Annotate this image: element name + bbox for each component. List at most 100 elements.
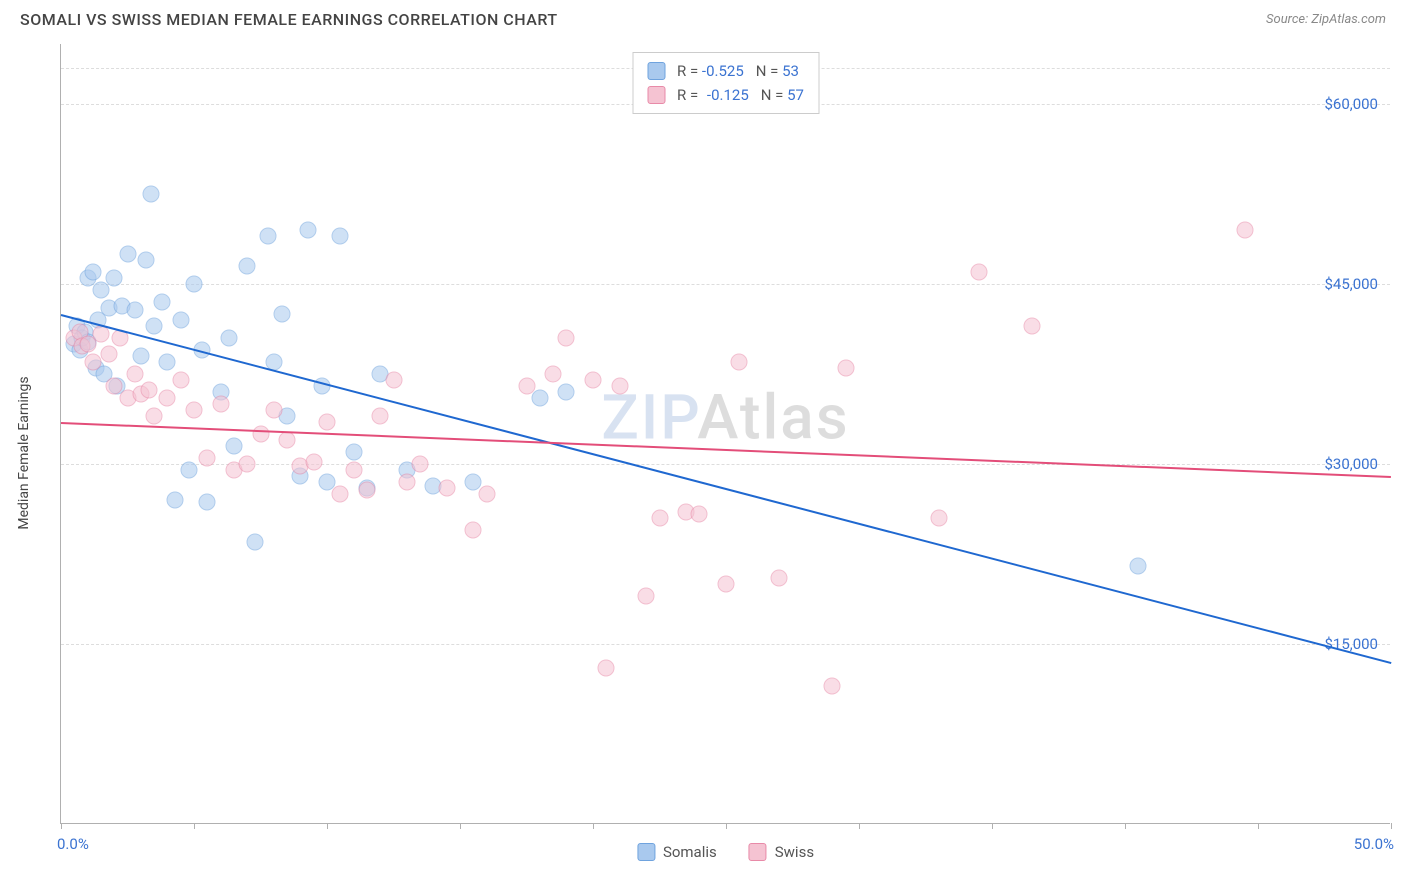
y-axis-label: Median Female Earnings [16, 376, 32, 529]
data-point [638, 588, 655, 605]
data-point [92, 282, 109, 299]
x-tick [859, 823, 860, 829]
legend-swatch-swiss [749, 843, 767, 861]
trend-line [61, 422, 1391, 478]
data-point [172, 312, 189, 329]
data-point [159, 390, 176, 407]
data-point [718, 576, 735, 593]
series-label: Swiss [775, 843, 814, 861]
data-point [585, 372, 602, 389]
data-point [239, 456, 256, 473]
data-point [220, 330, 237, 347]
data-point [84, 354, 101, 371]
y-tick-label: $15,000 [1324, 635, 1378, 653]
x-tick [460, 823, 461, 829]
data-point [252, 426, 269, 443]
legend-r-label: R = -0.525 [677, 59, 744, 83]
data-point [167, 492, 184, 509]
legend-swatch-somalis [647, 62, 665, 80]
trend-line [61, 314, 1391, 664]
data-point [332, 486, 349, 503]
data-point [119, 246, 136, 263]
data-point [159, 354, 176, 371]
correlation-legend-row: R = -0.125 N = 57 [647, 83, 804, 107]
data-point [358, 482, 375, 499]
data-point [465, 522, 482, 539]
data-point [1023, 318, 1040, 335]
gridline [61, 464, 1390, 465]
watermark: ZIPAtlas [601, 381, 849, 454]
chart-header: SOMALI VS SWISS MEDIAN FEMALE EARNINGS C… [0, 0, 1406, 37]
y-tick-label: $60,000 [1324, 95, 1378, 113]
data-point [558, 330, 575, 347]
data-point [180, 462, 197, 479]
x-tick [61, 823, 62, 829]
series-label: Somalis [663, 843, 717, 861]
x-tick [992, 823, 993, 829]
x-tick [726, 823, 727, 829]
correlation-legend: R = -0.525 N = 53 R = -0.125 N = 57 [632, 52, 819, 114]
data-point [319, 414, 336, 431]
data-point [146, 318, 163, 335]
data-point [970, 264, 987, 281]
chart-title: SOMALI VS SWISS MEDIAN FEMALE EARNINGS C… [20, 10, 558, 29]
data-point [247, 534, 264, 551]
data-point [199, 494, 216, 511]
data-point [273, 306, 290, 323]
gridline [61, 284, 1390, 285]
data-point [545, 366, 562, 383]
plot-area: ZIPAtlas R = -0.525 N = 53 R = -0.125 N … [60, 44, 1390, 824]
x-tick [593, 823, 594, 829]
data-point [345, 462, 362, 479]
data-point [398, 474, 415, 491]
data-point [127, 302, 144, 319]
data-point [132, 348, 149, 365]
data-point [385, 372, 402, 389]
data-point [92, 326, 109, 343]
y-tick-label: $45,000 [1324, 275, 1378, 293]
data-point [731, 354, 748, 371]
legend-n-label: N = 53 [756, 59, 799, 83]
series-legend: Somalis Swiss [637, 843, 814, 861]
data-point [518, 378, 535, 395]
data-point [531, 390, 548, 407]
series-legend-item-somalis: Somalis [637, 843, 717, 861]
x-axis-max-label: 50.0% [1354, 835, 1394, 853]
data-point [837, 360, 854, 377]
x-axis-min-label: 0.0% [57, 835, 89, 853]
correlation-legend-row: R = -0.525 N = 53 [647, 59, 804, 83]
data-point [172, 372, 189, 389]
data-point [212, 396, 229, 413]
data-point [265, 402, 282, 419]
data-point [611, 378, 628, 395]
data-point [438, 480, 455, 497]
data-point [260, 228, 277, 245]
data-point [478, 486, 495, 503]
data-point [598, 660, 615, 677]
data-point [1236, 222, 1253, 239]
data-point [1130, 558, 1147, 575]
data-point [199, 450, 216, 467]
data-point [84, 264, 101, 281]
data-point [140, 381, 157, 398]
data-point [930, 510, 947, 527]
data-point [412, 456, 429, 473]
gridline [61, 644, 1390, 645]
data-point [186, 402, 203, 419]
data-point [138, 252, 155, 269]
data-point [824, 678, 841, 695]
legend-n-label: N = 57 [761, 83, 804, 107]
data-point [186, 276, 203, 293]
data-point [771, 570, 788, 587]
data-point [106, 270, 123, 287]
legend-r-label: R = -0.125 [677, 83, 749, 107]
data-point [225, 438, 242, 455]
legend-swatch-swiss [647, 86, 665, 104]
data-point [279, 432, 296, 449]
data-point [154, 294, 171, 311]
series-legend-item-swiss: Swiss [749, 843, 814, 861]
x-tick [194, 823, 195, 829]
data-point [691, 506, 708, 523]
data-point [100, 345, 117, 362]
data-point [332, 228, 349, 245]
